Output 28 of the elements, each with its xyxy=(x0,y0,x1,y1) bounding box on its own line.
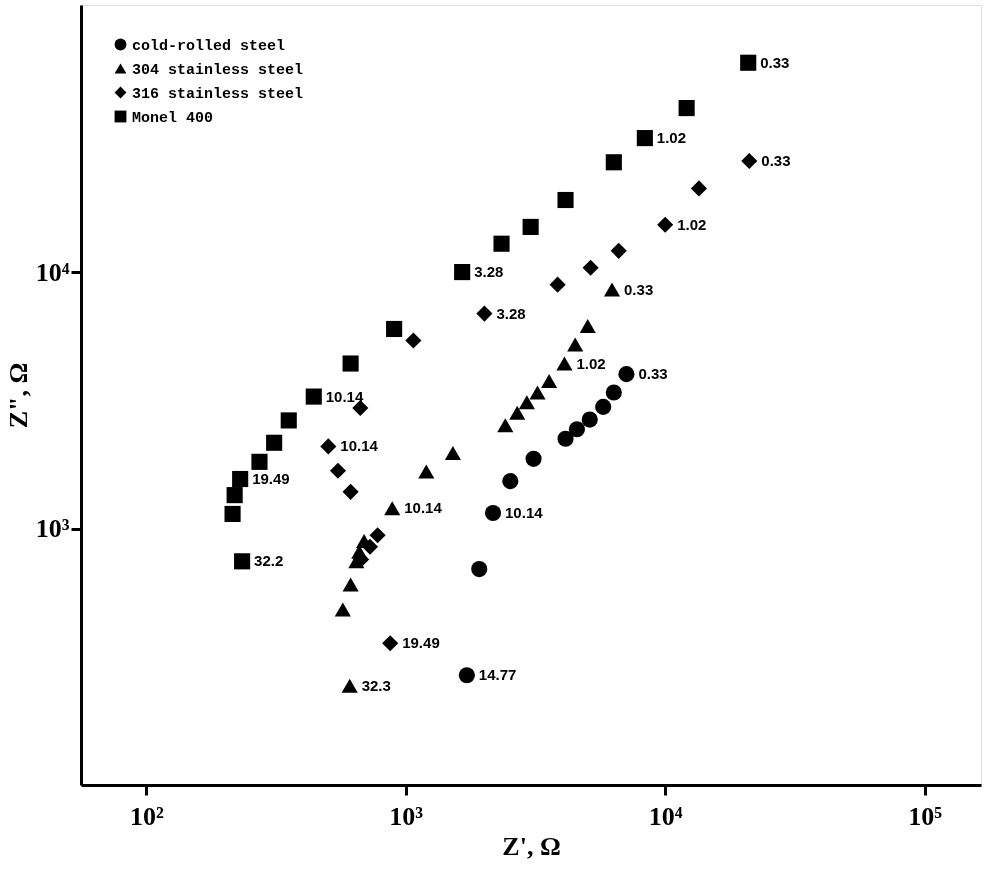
annotation: 10.14 xyxy=(404,499,443,517)
x-tick-label: 10⁴ xyxy=(648,801,683,831)
annotation: 19.49 xyxy=(252,470,290,488)
x-tick-label: 10² xyxy=(129,801,164,831)
annotation: 14.77 xyxy=(478,666,517,684)
annotation: 0.33 xyxy=(638,365,668,383)
annotation: 32.2 xyxy=(254,552,284,570)
annotation: 10.14 xyxy=(505,503,544,521)
annotation: 0.33 xyxy=(624,280,654,298)
annotation: 10.14 xyxy=(325,387,364,405)
annotation: 3.28 xyxy=(496,304,526,322)
legend-label: 304 stainless steel xyxy=(132,61,304,79)
x-tick-label: 10⁵ xyxy=(908,801,943,831)
annotation: 32.3 xyxy=(361,676,391,694)
legend-label: 316 stainless steel xyxy=(132,85,304,103)
legend-label: Monel 400 xyxy=(132,109,214,127)
x-tick-label: 10³ xyxy=(389,801,424,831)
x-axis-title: Z', Ω xyxy=(502,831,561,861)
annotation: 0.33 xyxy=(760,53,790,71)
annotation: 1.02 xyxy=(656,129,687,147)
annotation: 10.14 xyxy=(340,437,379,455)
annotation: 19.49 xyxy=(402,634,440,652)
annotation: 0.33 xyxy=(761,152,791,170)
annotation: 1.02 xyxy=(576,354,606,372)
legend-label: cold-rolled steel xyxy=(132,37,286,55)
y-axis-title: Z", Ω xyxy=(3,362,33,429)
annotation: 3.28 xyxy=(474,263,504,281)
annotation: 1.02 xyxy=(677,215,707,233)
